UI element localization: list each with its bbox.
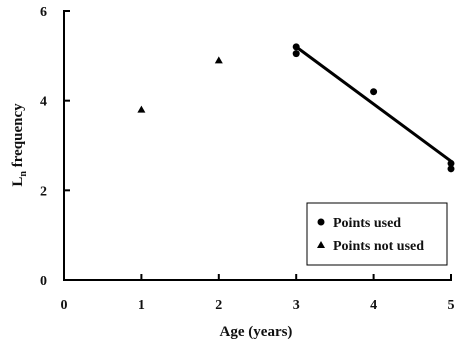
point-used-marker: [447, 159, 455, 167]
x-ticks: 0 1 2 3 4 5: [61, 274, 455, 313]
x-tick-label: 3: [293, 298, 300, 313]
point-used-marker: [447, 165, 455, 173]
legend-circle-marker: [317, 218, 325, 226]
legend: Points used Points not used: [306, 202, 448, 266]
x-axis-title: Age (years): [220, 324, 293, 340]
x-tick-label: 2: [215, 298, 222, 313]
legend-triangle-marker: [317, 241, 325, 248]
point-used-marker: [292, 50, 300, 58]
y-ticks: 0 2 4 6: [40, 5, 70, 289]
y-axis-title-main: L: [10, 177, 26, 187]
data-markers: [137, 43, 455, 173]
x-tick-label: 1: [138, 298, 145, 313]
point-not-used-marker: [214, 56, 223, 64]
y-axis-title-subscript: n: [18, 171, 29, 177]
point-not-used-marker: [137, 105, 146, 113]
x-tick-label: 0: [61, 298, 68, 313]
y-axis-title-rest: frequency: [10, 103, 26, 171]
x-tick-label: 4: [370, 298, 377, 313]
point-used-marker: [292, 43, 300, 51]
regression-line: [295, 45, 452, 163]
y-tick-label: 6: [40, 5, 47, 20]
y-axis-title: Ln frequency: [10, 103, 29, 187]
y-tick-label: 2: [40, 184, 47, 199]
point-used-marker: [370, 88, 378, 96]
legend-box: [306, 202, 448, 266]
legend-label-points-used: Points used: [333, 216, 401, 231]
y-tick-label: 4: [40, 95, 47, 110]
x-tick-label: 5: [448, 298, 455, 313]
legend-label-points-not-used: Points not used: [333, 239, 424, 254]
y-tick-label: 0: [40, 274, 47, 289]
